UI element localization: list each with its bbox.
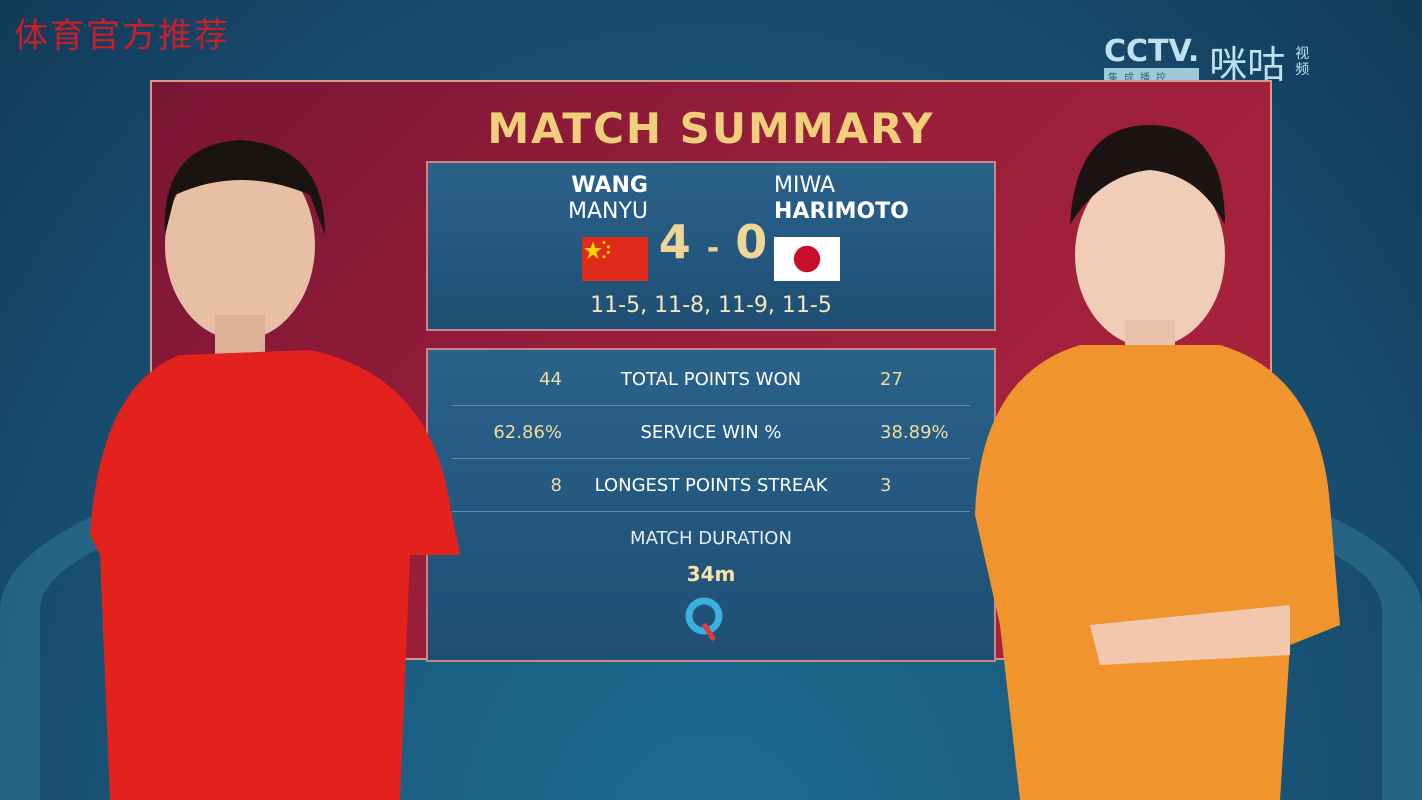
stat-row: 8 LONGEST POINTS STREAK 3: [452, 460, 970, 512]
duration-value: 34m: [686, 562, 736, 586]
stat-p1: 62.86%: [493, 422, 562, 443]
match-score: 4 - 0: [658, 215, 768, 269]
player1-first: WANG: [571, 173, 648, 198]
stat-p2: 3: [880, 475, 892, 496]
stat-p1: 44: [539, 369, 562, 390]
game-scores: 11-5, 11-8, 11-9, 11-5: [590, 293, 832, 318]
player2-photo: [975, 125, 1340, 800]
player2-first: MIWA: [774, 173, 836, 198]
player1-name: WANG MANYU: [568, 173, 648, 225]
stat-label: LONGEST POINTS STREAK: [594, 475, 828, 496]
player2-last: HARIMOTO: [774, 199, 909, 224]
stat-p1: 8: [550, 475, 562, 496]
stat-row: 62.86% SERVICE WIN % 38.89%: [452, 407, 970, 459]
stat-row: 44 TOTAL POINTS WON 27: [452, 354, 970, 406]
stat-label: SERVICE WIN %: [640, 422, 782, 443]
player1-last: MANYU: [567, 199, 648, 224]
score-box: WANG MANYU MIWA HARIMOTO 4 - 0 11-5, 11-…: [426, 161, 996, 331]
stat-p2: 38.89%: [880, 422, 949, 443]
page-title: MATCH SUMMARY: [487, 104, 935, 153]
player2-name: MIWA HARIMOTO: [774, 173, 909, 225]
player1-photo: [90, 140, 460, 800]
event-logo-icon: [685, 597, 723, 642]
stats-box: 44 TOTAL POINTS WON 27 62.86% SERVICE WIN %…: [426, 348, 996, 662]
migu-logo: 咪咕: [1209, 43, 1286, 87]
migu-sub: 视频: [1295, 45, 1310, 78]
cn-flag-icon: [582, 237, 648, 281]
stat-p2: 27: [880, 369, 903, 390]
duration-label: MATCH DURATION: [630, 528, 792, 549]
jp-flag-icon: [774, 237, 840, 281]
stat-label: TOTAL POINTS WON: [620, 369, 802, 390]
watermark: 体育官方推荐: [14, 16, 230, 56]
cctv-logo: CCTV.: [1104, 34, 1200, 69]
